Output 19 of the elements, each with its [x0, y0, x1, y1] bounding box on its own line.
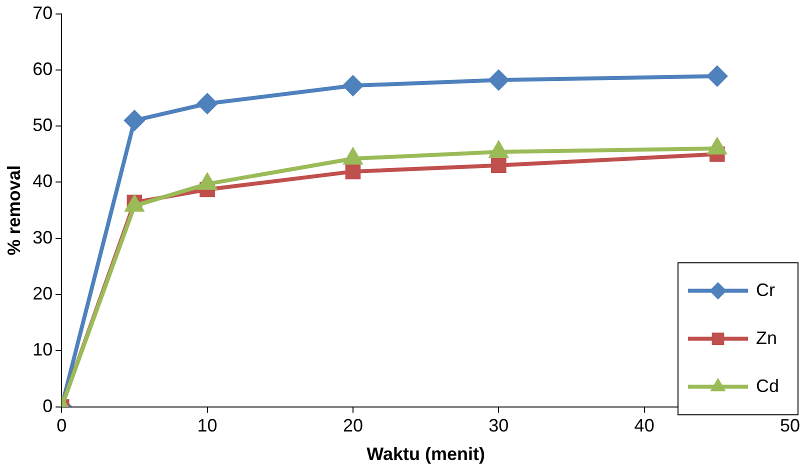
y-tick-label: 40 — [32, 171, 53, 192]
y-axis-title: % removal — [4, 165, 24, 256]
x-tick-label: 0 — [56, 416, 67, 436]
x-tick-label: 20 — [342, 416, 363, 436]
x-tick-label: 40 — [634, 416, 654, 436]
x-axis-title: Waktu (menit) — [366, 444, 485, 464]
legend-label: Cr — [756, 280, 775, 300]
legend-label: Cd — [756, 376, 780, 396]
y-tick-label: 60 — [32, 58, 53, 79]
y-tick-label: 70 — [32, 2, 53, 23]
x-tick-label: 50 — [780, 416, 800, 436]
y-tick-label: 10 — [32, 340, 53, 360]
y-tick-label: 0 — [42, 396, 53, 416]
y-tick-label: 20 — [32, 283, 53, 304]
y-tick-label: 30 — [32, 227, 53, 248]
x-tick-label: 10 — [197, 416, 218, 436]
x-tick-label: 30 — [488, 416, 509, 436]
legend-label: Zn — [756, 328, 778, 348]
y-tick-label: 50 — [32, 115, 53, 136]
